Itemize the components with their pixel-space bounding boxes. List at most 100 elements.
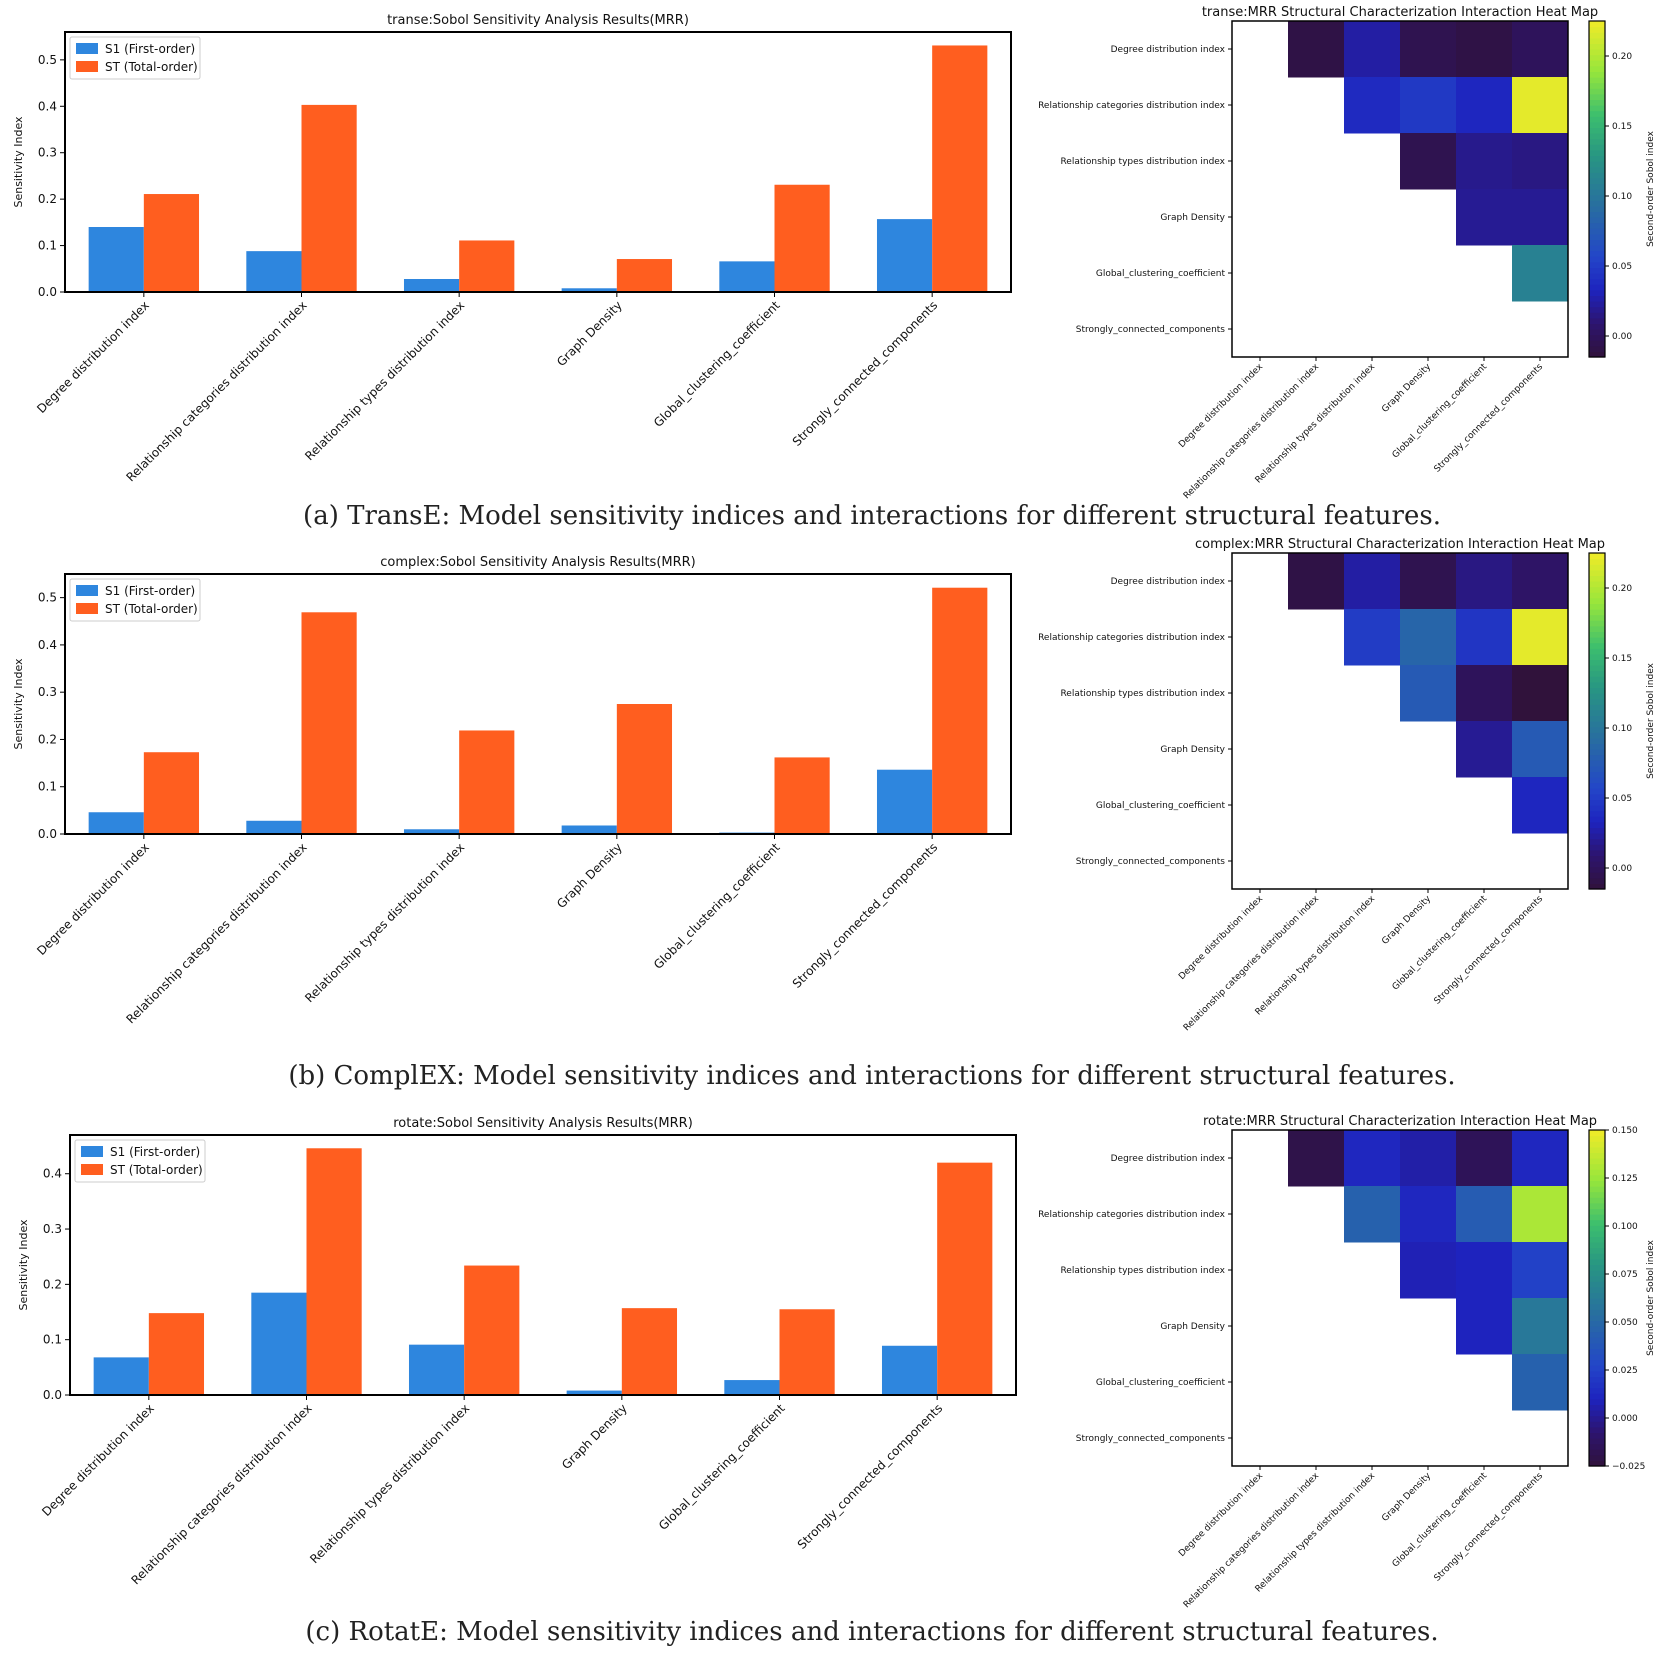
legend: S1 (First-order) ST (Total-order) <box>69 36 201 80</box>
colorbar-segment <box>1589 222 1605 229</box>
colorbar-segment <box>1589 670 1605 677</box>
colorbar-segment <box>1589 648 1605 655</box>
heatmap-cell <box>1456 133 1513 190</box>
colorbar-segment <box>1589 194 1605 201</box>
colorbar-segment <box>1589 200 1605 207</box>
colorbar-segment <box>1589 211 1605 218</box>
heatmap-cell <box>1400 77 1457 134</box>
x-tick-label: Relationship categories distribution ind… <box>123 298 309 484</box>
colorbar-segment <box>1589 765 1605 772</box>
colorbar-segment <box>1589 569 1605 576</box>
colorbar-tick-label: 0.10 <box>1612 192 1632 202</box>
colorbar-segment <box>1589 844 1605 851</box>
heatmap-cell <box>1456 77 1513 134</box>
bar-s1 <box>403 279 460 292</box>
colorbar-segment <box>1589 1326 1605 1333</box>
heatmap-cell <box>1456 21 1513 78</box>
x-tick-label: Degree distribution index <box>34 298 152 416</box>
legend-label: ST (Total-order) <box>105 602 198 616</box>
heatmap-cell <box>1288 21 1345 78</box>
colorbar-segment <box>1589 295 1605 302</box>
x-tick-label: Global_clustering_coefficient <box>651 298 783 430</box>
colorbar-segment <box>1589 32 1605 39</box>
colorbar-segment <box>1589 877 1605 884</box>
heatmap-cell <box>1512 1298 1569 1355</box>
plot-frame <box>69 1134 1017 1396</box>
colorbar-segment <box>1589 245 1605 252</box>
x-tick-label: Strongly_connected_components <box>795 1401 946 1552</box>
bar-st <box>301 612 357 834</box>
colorbar-segment <box>1589 771 1605 778</box>
heatmap-cell <box>1512 77 1569 134</box>
colorbar-segment <box>1589 1342 1605 1349</box>
colorbar-segment <box>1589 637 1605 644</box>
heatmap-cell <box>1456 721 1513 778</box>
colorbar-segment <box>1589 1270 1605 1277</box>
legend-swatch <box>76 585 98 596</box>
y-tick-label: 0.4 <box>43 1167 62 1181</box>
heatmap-x-label: Relationship types distribution index <box>1254 362 1378 486</box>
heatmap-y-label: Relationship categories distribution ind… <box>1038 101 1226 111</box>
y-tick-label: 0.2 <box>38 732 57 746</box>
colorbar-segment <box>1589 161 1605 168</box>
colorbar-segment <box>1589 1141 1605 1148</box>
heatmap-y-label: Strongly_connected_components <box>1076 325 1226 335</box>
y-tick-label: 0.2 <box>43 1277 62 1291</box>
bar-s1 <box>408 1344 465 1395</box>
colorbar-segment <box>1589 149 1605 156</box>
colorbar-segment <box>1589 155 1605 162</box>
x-tick-label: Relationship categories distribution ind… <box>123 840 309 1026</box>
legend-label: S1 (First-order) <box>105 42 195 56</box>
heatmap-frame <box>1231 20 1569 358</box>
heatmap-cell <box>1344 553 1401 610</box>
colorbar-segment <box>1589 250 1605 257</box>
bar-s1 <box>876 219 933 292</box>
colorbar-segment <box>1589 603 1605 610</box>
colorbar-label: Second-order Sobol index <box>1646 1239 1656 1355</box>
colorbar-segment <box>1589 1264 1605 1271</box>
colorbar-segment <box>1589 737 1605 744</box>
x-tick-label: Degree distribution index <box>39 1401 157 1519</box>
colorbar-segment <box>1589 1214 1605 1221</box>
bar-s1 <box>246 820 302 834</box>
heatmap-cell <box>1400 609 1457 666</box>
heatmap-x-label: Relationship types distribution index <box>1254 894 1378 1018</box>
heatmap-cell <box>1456 1130 1513 1187</box>
colorbar-segment <box>1589 144 1605 151</box>
colorbar-segment <box>1589 239 1605 246</box>
colorbar-segment <box>1589 1258 1605 1265</box>
bar-st <box>774 757 830 834</box>
colorbar-label: Second-order Sobol index <box>1646 130 1656 246</box>
legend-swatch <box>76 603 98 614</box>
colorbar-segment <box>1589 1163 1605 1170</box>
colorbar-segment <box>1589 1438 1605 1445</box>
colorbar-segment <box>1589 323 1605 330</box>
heatmap-y-label: Global_clustering_coefficient <box>1096 1378 1226 1388</box>
heatmap-cell <box>1512 777 1569 834</box>
colorbar-segment <box>1589 861 1605 868</box>
colorbar-segment <box>1589 345 1605 352</box>
heatmap-y-label: Degree distribution index <box>1111 1154 1226 1164</box>
heatmap-cell <box>1456 665 1513 722</box>
heatmap-y-label: Graph Density <box>1160 213 1225 223</box>
heatmap-x-label: Global_clustering_coefficient <box>1391 894 1490 993</box>
colorbar-segment <box>1589 799 1605 806</box>
heatmap-cell <box>1512 609 1569 666</box>
colorbar-segment <box>1589 1314 1605 1321</box>
colorbar-segment <box>1589 743 1605 750</box>
colorbar-tick-label: 0.10 <box>1612 724 1632 734</box>
colorbar-segment <box>1589 866 1605 873</box>
colorbar-segment <box>1589 1365 1605 1372</box>
heatmap-cell <box>1512 1354 1569 1411</box>
x-tick-label: Graph Density <box>559 1401 630 1472</box>
heatmap-cell <box>1512 245 1569 302</box>
colorbar-segment <box>1589 575 1605 582</box>
colorbar-segment <box>1589 726 1605 733</box>
bar-st <box>779 1309 835 1395</box>
colorbar-segment <box>1589 351 1605 358</box>
y-tick-label: 0.1 <box>38 780 57 794</box>
y-tick-label: 0.3 <box>43 1222 62 1236</box>
heatmap-y-label: Relationship categories distribution ind… <box>1038 633 1226 643</box>
bar-chart-title: complex:Sobol Sensitivity Analysis Resul… <box>380 555 696 570</box>
colorbar-segment <box>1589 614 1605 621</box>
